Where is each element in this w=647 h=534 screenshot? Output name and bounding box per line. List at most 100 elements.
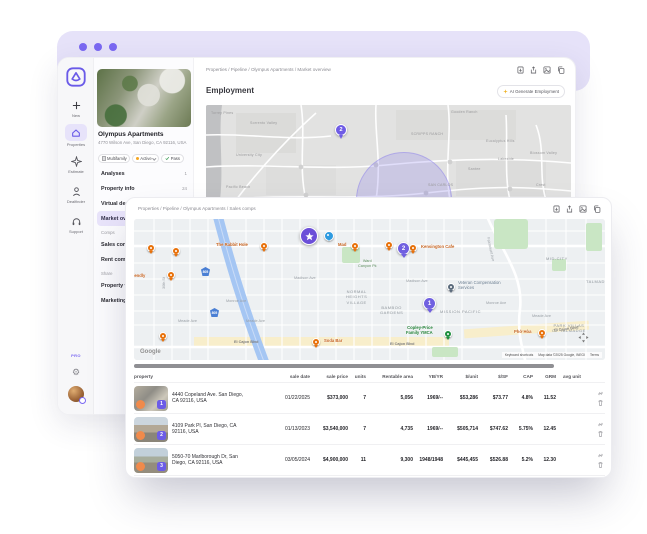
- rail-item-estimate[interactable]: Estimate: [58, 154, 94, 174]
- col-rentable-area[interactable]: Rentable area: [382, 373, 413, 379]
- col-property[interactable]: property: [134, 373, 154, 379]
- menu-label: Analyses: [101, 170, 125, 177]
- sales-comps-map[interactable]: 805 805 El Cajon Blvd El Cajon Blvd El C…: [134, 219, 605, 360]
- grm-cell: 11.52: [543, 395, 556, 401]
- badge-pass-label: Pass: [170, 156, 180, 161]
- col-sale-price[interactable]: sale price: [326, 373, 348, 379]
- sidebar-item-sales-comps[interactable]: Sales comps: [97, 237, 191, 252]
- poi-label-rabbit-hole[interactable]: The Rabbit Hole: [216, 242, 248, 247]
- table-row[interactable]: 1 4440 Copeland Ave. San Diego, CA 92116…: [134, 383, 605, 414]
- per-sf-cell: $747.62: [489, 426, 508, 432]
- col-yb-yr[interactable]: YB/YR: [428, 373, 443, 379]
- pin-number: 2: [339, 127, 343, 133]
- venue-marker[interactable]: [312, 338, 320, 346]
- sidebar-item-analyses[interactable]: Analyses 1: [97, 166, 191, 181]
- ai-generate-button[interactable]: AI Generate Employment: [496, 85, 565, 98]
- house-icon: [65, 124, 87, 141]
- sale-price-cell: $373,000: [327, 395, 348, 401]
- restaurant-marker[interactable]: [385, 241, 393, 249]
- trash-icon[interactable]: [597, 399, 604, 406]
- restaurant-marker[interactable]: [172, 247, 180, 255]
- poi-label-pho-hoa[interactable]: Phở Hòa: [514, 329, 532, 334]
- image-icon[interactable]: [579, 205, 587, 213]
- restaurant-marker[interactable]: [147, 244, 155, 252]
- poi-label-kensington-cafe[interactable]: Kensington Cafe: [421, 244, 455, 249]
- restaurant-marker[interactable]: [351, 242, 359, 250]
- ymca-marker[interactable]: [444, 330, 452, 338]
- rail-item-properties[interactable]: Properties: [58, 124, 94, 147]
- terms-link[interactable]: Terms: [590, 353, 599, 357]
- col-per-unit[interactable]: $/unit: [465, 373, 479, 379]
- property-thumbnail: 1: [134, 385, 168, 411]
- cafe-marker[interactable]: [324, 231, 334, 241]
- link-icon[interactable]: [597, 421, 604, 428]
- property-address[interactable]: 5050-70 Marlborough Dr, San Diego, CA 92…: [172, 453, 238, 466]
- badge-multifamily[interactable]: Multifamily: [98, 154, 131, 163]
- property-address[interactable]: 4109 Park Pl, San Diego, CA 92116, USA: [172, 422, 237, 435]
- map-pin-2[interactable]: 2: [335, 124, 347, 136]
- rail-item-support[interactable]: Support: [58, 214, 94, 234]
- comp-pin-1[interactable]: 1: [423, 297, 436, 310]
- restaurant-marker[interactable]: [409, 244, 417, 252]
- col-cap[interactable]: CAP: [523, 373, 533, 379]
- comp-pin-2[interactable]: 2: [397, 242, 410, 255]
- poi-label-soda-bar[interactable]: Soda Bar: [324, 338, 343, 343]
- services-marker[interactable]: [447, 283, 455, 291]
- export-icon[interactable]: [517, 66, 524, 74]
- rail-label-properties: Properties: [66, 142, 86, 147]
- menu-count: 24: [182, 186, 187, 191]
- restaurant-marker[interactable]: [538, 329, 546, 337]
- property-address[interactable]: 4440 Copeland Ave. San Diego, CA 92116, …: [172, 391, 244, 404]
- table-horizontal-scrollbar[interactable]: [134, 364, 554, 368]
- poi-label-ymca[interactable]: Copley-Price Family YMCA: [406, 325, 433, 336]
- property-address: 4770 Wilson Ave, San Diego, CA 92116, US…: [98, 140, 187, 145]
- property-thumbnail: 3: [134, 447, 168, 473]
- breadcrumb[interactable]: Properties / Pipeline / Olympus Apartmen…: [206, 67, 331, 72]
- link-icon[interactable]: [597, 390, 604, 397]
- col-per-sf[interactable]: $/SF: [498, 373, 508, 379]
- restaurant-marker[interactable]: [167, 271, 175, 279]
- badge-active-dropdown[interactable]: Active: [132, 154, 160, 163]
- share-icon[interactable]: [530, 66, 537, 74]
- keyboard-shortcuts-link[interactable]: Keyboard shortcuts: [504, 353, 534, 357]
- col-grm[interactable]: GRM: [545, 373, 556, 379]
- pan-control[interactable]: [578, 330, 589, 348]
- link-icon[interactable]: [597, 452, 604, 459]
- rail-label-support: Support: [68, 229, 83, 234]
- sidebar-item-rent-comps[interactable]: Rent comps: [97, 252, 191, 267]
- poi-label-friendly[interactable]: Friendly: [134, 273, 146, 278]
- col-units[interactable]: units: [354, 373, 366, 379]
- app-logo[interactable]: [58, 66, 94, 93]
- share-icon[interactable]: [566, 205, 573, 213]
- sidebar-item-virtual-deal-room[interactable]: Virtual deal room: [97, 196, 191, 211]
- units-cell: 7: [363, 426, 366, 432]
- badge-pass[interactable]: Pass: [161, 154, 184, 163]
- sidebar-item-property-info[interactable]: Property info 24: [97, 181, 191, 196]
- menu-label: Market overview: [101, 215, 143, 222]
- poi-label-mad[interactable]: Mad: [338, 242, 347, 247]
- trash-icon[interactable]: [597, 461, 604, 468]
- user-avatar[interactable]: [68, 386, 86, 404]
- rail-item-new[interactable]: New: [58, 98, 94, 118]
- restaurant-marker[interactable]: [159, 332, 167, 340]
- table-row[interactable]: 2 4109 Park Pl, San Diego, CA 92116, USA…: [134, 414, 605, 445]
- image-icon[interactable]: [543, 66, 551, 74]
- col-avg-unit[interactable]: avg unit: [563, 373, 581, 379]
- copy-icon[interactable]: [593, 205, 601, 213]
- poi-label-veteran-services[interactable]: Veteran Compensation Services: [458, 280, 501, 291]
- sidebar-item-property-websites[interactable]: Property websites: [97, 278, 191, 293]
- trash-icon[interactable]: [597, 430, 604, 437]
- settings-gear-icon[interactable]: ⚙: [71, 367, 81, 377]
- table-row[interactable]: 3 5050-70 Marlborough Dr, San Diego, CA …: [134, 445, 605, 476]
- restaurant-marker[interactable]: [260, 242, 268, 250]
- export-icon[interactable]: [553, 205, 560, 213]
- subject-property-marker[interactable]: [300, 227, 318, 245]
- comp-number-badge: 1: [157, 399, 166, 409]
- breadcrumb[interactable]: Properties / Pipeline / Olympus Apartmen…: [138, 206, 256, 211]
- copy-icon[interactable]: [557, 66, 565, 74]
- google-logo[interactable]: Google: [140, 349, 161, 355]
- rail-item-dealfinder[interactable]: Dealfinder: [58, 184, 94, 204]
- park-label-ward-canyon: Ward Canyon Pk: [358, 259, 377, 268]
- comp-number-badge: 2: [157, 430, 166, 440]
- col-sale-date[interactable]: sale date: [289, 373, 310, 379]
